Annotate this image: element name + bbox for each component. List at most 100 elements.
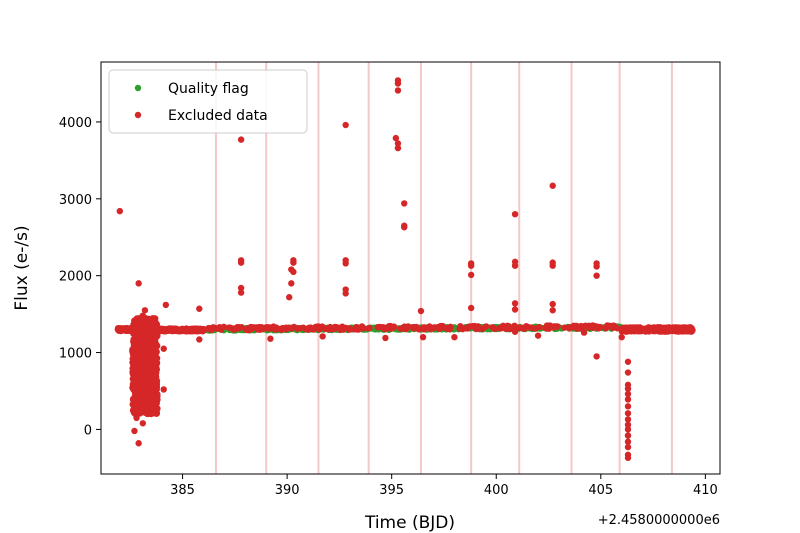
excluded-point: [374, 324, 381, 331]
excluded-point: [147, 410, 155, 418]
x-tick-label: 395: [379, 483, 404, 498]
legend-box: [108, 69, 308, 134]
excluded-point: [267, 335, 274, 342]
excluded-point: [143, 399, 151, 406]
excluded-point: [147, 322, 155, 329]
excluded-point: [624, 454, 632, 462]
excluded-point: [238, 324, 245, 331]
excluded-point: [593, 353, 600, 360]
excluded-point: [511, 300, 519, 307]
excluded-point: [129, 365, 136, 372]
excluded-point: [633, 324, 640, 332]
excluded-point: [624, 358, 632, 365]
excluded-point: [162, 301, 170, 309]
excluded-point: [279, 326, 286, 333]
excluded-point: [401, 224, 408, 231]
excluded-point: [674, 325, 681, 332]
legend-quality-marker: [134, 84, 142, 92]
excluded-point: [139, 380, 147, 387]
x-tick-label: 385: [170, 483, 195, 498]
excluded-point: [489, 324, 496, 331]
y-tick-label: 4000: [59, 116, 92, 131]
excluded-point: [286, 294, 293, 301]
excluded-point: [467, 271, 475, 279]
excluded-point: [131, 427, 138, 435]
excluded-point: [534, 332, 542, 339]
excluded-point: [427, 325, 435, 332]
excluded-point: [401, 200, 408, 207]
excluded-point: [143, 358, 150, 365]
excluded-point: [507, 325, 514, 332]
excluded-point: [549, 182, 556, 189]
excluded-point: [666, 326, 674, 334]
excluded-point: [237, 259, 245, 266]
excluded-point: [129, 326, 136, 334]
excluded-point: [152, 405, 159, 412]
excluded-point: [163, 326, 171, 334]
excluded-point: [386, 323, 393, 330]
excluded-point: [394, 140, 402, 147]
excluded-point: [139, 420, 147, 427]
y-tick-label: 0: [84, 423, 92, 438]
excluded-point: [153, 398, 161, 405]
excluded-point: [624, 421, 632, 429]
excluded-point: [566, 325, 573, 332]
excluded-point: [160, 345, 167, 352]
excluded-point: [394, 87, 402, 94]
excluded-point: [302, 325, 309, 333]
excluded-point: [217, 326, 225, 333]
excluded-point: [482, 323, 490, 330]
excluded-point: [624, 403, 632, 410]
y-tick-label: 3000: [59, 193, 92, 208]
excluded-point: [116, 207, 124, 215]
excluded-point: [160, 386, 167, 393]
excluded-point: [419, 333, 427, 341]
excluded-point: [410, 325, 417, 332]
excluded-point: [511, 306, 519, 313]
excluded-point: [379, 323, 387, 331]
excluded-point: [624, 443, 632, 451]
excluded-point: [511, 328, 519, 335]
excluded-point: [618, 333, 625, 341]
excluded-point: [457, 323, 464, 330]
excluded-point: [394, 144, 402, 152]
excluded-point: [624, 396, 632, 403]
excluded-point: [624, 390, 632, 398]
excluded-point: [135, 357, 142, 364]
excluded-point: [382, 334, 389, 342]
excluded-point: [133, 404, 140, 412]
excluded-point: [392, 134, 400, 142]
excluded-point: [290, 323, 298, 331]
excluded-point: [141, 364, 149, 372]
excluded-point: [152, 334, 159, 341]
excluded-point: [596, 323, 604, 331]
excluded-point: [624, 426, 632, 433]
excluded-point: [296, 325, 303, 332]
excluded-point: [122, 325, 130, 332]
legend-excluded-label: Excluded data: [168, 108, 268, 124]
excluded-point: [549, 262, 556, 269]
excluded-point: [619, 326, 627, 333]
y-axis: 0 1000 2000 3000 4000: [59, 116, 101, 438]
legend-quality-label: Quality flag: [168, 81, 249, 97]
excluded-point: [366, 324, 373, 332]
excluded-point: [554, 323, 561, 330]
excluded-point: [593, 272, 600, 279]
x-offset-label: +2.4580000000e6: [598, 513, 720, 528]
excluded-point: [434, 323, 441, 331]
excluded-point: [133, 414, 140, 422]
excluded-point: [288, 280, 295, 287]
excluded-point: [133, 372, 140, 379]
excluded-point: [394, 80, 402, 87]
plot-frame: [100, 61, 721, 475]
excluded-point: [131, 317, 138, 324]
excluded-point: [624, 438, 632, 445]
excluded-point: [129, 359, 136, 366]
excluded-point: [445, 325, 453, 332]
excluded-point: [342, 260, 349, 267]
excluded-point: [194, 327, 202, 334]
excluded-point: [353, 323, 360, 331]
excluded-point: [420, 325, 427, 332]
excluded-point: [135, 387, 142, 395]
